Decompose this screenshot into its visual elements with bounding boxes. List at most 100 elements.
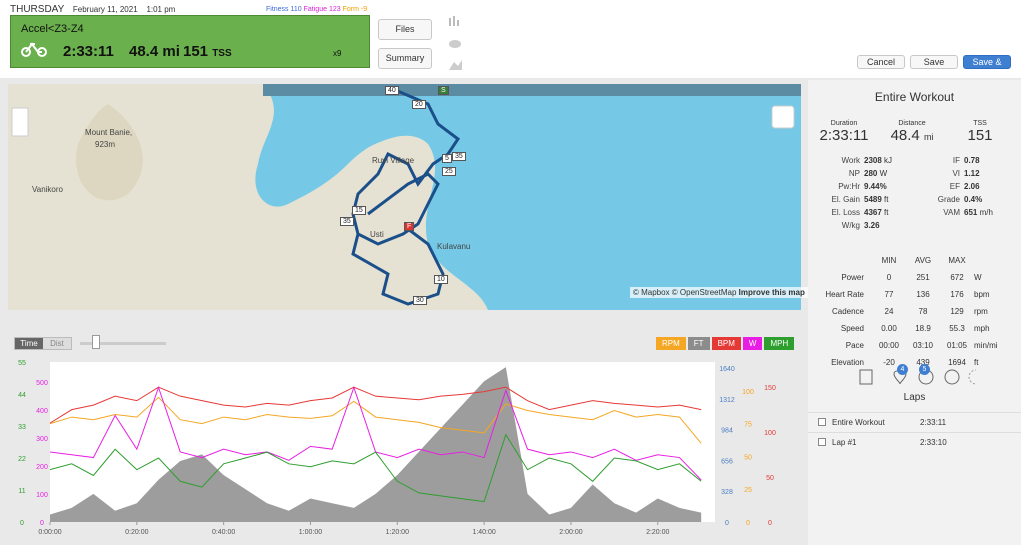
y-tick-label: 656 [721, 458, 733, 465]
legend-button[interactable]: RPM [656, 337, 686, 350]
legend-button[interactable]: MPH [764, 337, 795, 350]
time-toggle[interactable]: Time [15, 338, 43, 349]
metric-label: Grade [937, 195, 960, 204]
metric-label: VI [952, 169, 960, 178]
unit: kJ [884, 156, 893, 165]
value: 4367 [864, 208, 882, 217]
route-marker: 10 [434, 275, 448, 284]
metric-value: 0.78 [964, 156, 1014, 165]
metric-label: El. Gain [831, 195, 860, 204]
lap-row[interactable]: Lap #1 2:33:10 [808, 432, 1021, 452]
legend-button[interactable]: BPM [711, 337, 741, 350]
unit: ft [884, 195, 889, 204]
lap-row[interactable]: Entire Workout 2:33:11 [808, 412, 1021, 432]
cancel-button[interactable]: Cancel [857, 55, 905, 69]
unit: m/h [979, 208, 993, 217]
legend-button[interactable]: FT [687, 337, 710, 350]
cell: 77 [884, 290, 894, 299]
x-tick-label: 1:40:00 [472, 529, 495, 536]
table-row: Heart Rate 77 136 176 bpm [808, 286, 1021, 303]
y-tick-label: 100 [764, 430, 776, 437]
column-header: AVG [914, 256, 932, 265]
legend-button[interactable]: W [742, 337, 763, 350]
panel-title: Entire Workout [874, 90, 955, 104]
metric-label: Pw:Hr [838, 182, 860, 191]
unit: mi [162, 43, 180, 60]
cell: 01:05 [946, 341, 968, 350]
place-label: Ruvi Village [372, 156, 415, 165]
value: 651 [964, 208, 978, 217]
value: 1.12 [964, 169, 980, 178]
spacer [918, 221, 960, 230]
y-tick-label: 0 [768, 520, 772, 527]
value: 110 [290, 6, 302, 13]
table-header: MIN AVG MAX [808, 252, 1021, 269]
cell: 176 [950, 290, 964, 299]
column-header: MIN [881, 256, 897, 265]
y-tick-label: 50 [744, 454, 752, 461]
row-label: Elevation [831, 358, 864, 367]
lap-name: Lap #1 [832, 438, 857, 447]
summary-label: TSS [973, 120, 987, 127]
day: THURSDAY [10, 4, 65, 15]
metric-value: 0.4% [964, 195, 1014, 204]
cell: 0 [886, 273, 892, 282]
table-row: Pace 00:00 03:10 01:05 min/mi [808, 337, 1021, 354]
y-tick-label: 500 [36, 380, 48, 387]
y-tick-label: 50 [766, 475, 774, 482]
series-line [49, 396, 702, 444]
cell: 0.00 [881, 324, 897, 333]
cell: 672 [950, 273, 964, 282]
mode-toggle[interactable]: Time Dist [14, 337, 72, 350]
map[interactable] [8, 84, 801, 310]
y-tick-label: 0 [746, 520, 750, 527]
x-tick-label: 2:20:00 [646, 529, 669, 536]
cell: 24 [884, 307, 894, 316]
metrics: Work 2308 kJ IF 0.78 NP 280 W VI 1.12 Pw:Hr 9.44%… [818, 156, 1014, 230]
unit: TSS [212, 48, 232, 59]
summary-item: Distance 48.4 mi [878, 120, 946, 144]
bike-icon [21, 42, 47, 57]
table-row: Power 0 251 672 W [808, 269, 1021, 286]
value: 151 [183, 43, 209, 60]
metric-value: 280 W [864, 169, 914, 178]
row-label: Heart Rate [825, 290, 864, 299]
y-tick-label: 400 [36, 408, 48, 415]
value: 3.26 [864, 221, 880, 230]
cell: 55.3 [949, 324, 965, 333]
cell: 78 [918, 307, 928, 316]
save-button[interactable]: Save [910, 55, 958, 69]
place-label: 923m [95, 140, 116, 149]
y-tick-label: 0 [20, 520, 24, 527]
cell: 1694 [948, 358, 966, 367]
legend: RPM FT BPM W MPH [656, 337, 795, 350]
cell: 00:00 [878, 341, 900, 350]
metric-value: 651 m/h [964, 208, 1014, 217]
route-marker: 35 [340, 217, 354, 226]
route-marker: 35 [452, 152, 466, 161]
table-row: Cadence 24 78 129 rpm [808, 303, 1021, 320]
lap-checkbox [818, 418, 826, 426]
save-close-button[interactable]: Save & Close [963, 55, 1011, 79]
cell: ft [974, 358, 979, 367]
cell: 03:10 [912, 341, 934, 350]
label: Fitness [266, 6, 289, 13]
fitness-line: Fitness 110 Fatigue 123 Form -9 [266, 6, 367, 13]
cell: 129 [950, 307, 964, 316]
improve-link[interactable]: Improve this map [738, 288, 805, 297]
cell: rpm [974, 307, 988, 316]
metric-label: W/kg [841, 221, 860, 230]
summary-button[interactable]: Summary [378, 48, 432, 69]
x-tick-label: 0:20:00 [125, 529, 148, 536]
cell: bpm [974, 290, 990, 299]
lap-time: 2:33:10 [920, 438, 947, 447]
dist-toggle[interactable]: Dist [50, 339, 64, 348]
value: 48.4 [129, 43, 159, 60]
cell: W [974, 273, 982, 282]
zoom-slider[interactable] [80, 342, 166, 345]
workout-card[interactable]: Accel<Z3-Z4 2:33:11 48.4 mi 151 TSS x9 [10, 15, 370, 68]
slider-handle[interactable] [92, 335, 100, 349]
files-button[interactable]: Files [378, 19, 432, 40]
summary-label: Duration [830, 120, 858, 127]
